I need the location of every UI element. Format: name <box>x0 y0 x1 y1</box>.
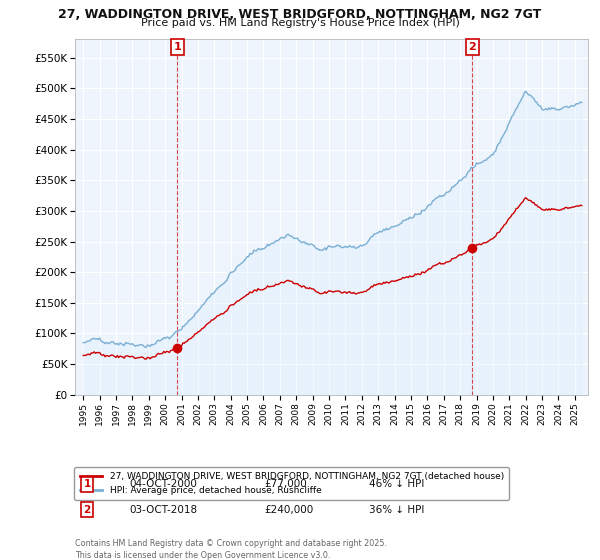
Text: £240,000: £240,000 <box>264 505 313 515</box>
Text: 36% ↓ HPI: 36% ↓ HPI <box>369 505 424 515</box>
Text: 1: 1 <box>83 479 91 489</box>
Text: 2: 2 <box>83 505 91 515</box>
Text: 27, WADDINGTON DRIVE, WEST BRIDGFORD, NOTTINGHAM, NG2 7GT: 27, WADDINGTON DRIVE, WEST BRIDGFORD, NO… <box>58 8 542 21</box>
Text: 46% ↓ HPI: 46% ↓ HPI <box>369 479 424 489</box>
Text: 03-OCT-2018: 03-OCT-2018 <box>129 505 197 515</box>
Text: 1: 1 <box>173 42 181 52</box>
Text: £77,000: £77,000 <box>264 479 307 489</box>
Text: 2: 2 <box>469 42 476 52</box>
Legend: 27, WADDINGTON DRIVE, WEST BRIDGFORD, NOTTINGHAM, NG2 7GT (detached house), HPI:: 27, WADDINGTON DRIVE, WEST BRIDGFORD, NO… <box>74 467 509 500</box>
Text: Price paid vs. HM Land Registry's House Price Index (HPI): Price paid vs. HM Land Registry's House … <box>140 18 460 28</box>
Text: Contains HM Land Registry data © Crown copyright and database right 2025.
This d: Contains HM Land Registry data © Crown c… <box>75 539 387 559</box>
Text: 04-OCT-2000: 04-OCT-2000 <box>129 479 197 489</box>
